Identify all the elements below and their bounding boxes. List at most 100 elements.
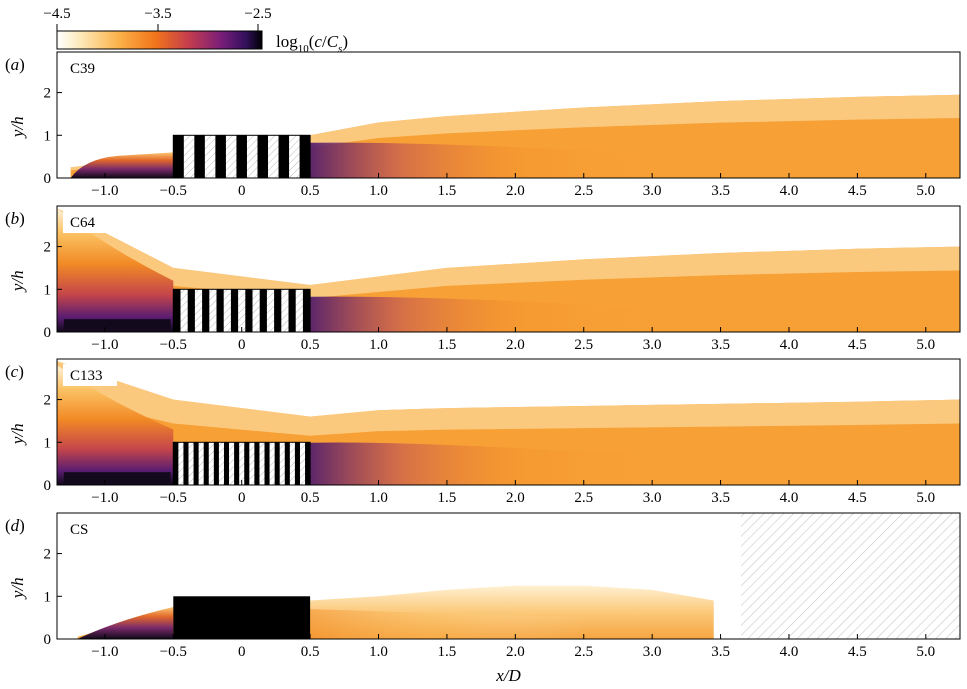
x-tick-label: 2.5 <box>574 490 593 506</box>
obstacle-element <box>284 442 290 485</box>
case-label: C39 <box>70 61 95 77</box>
x-tick-label: 4.0 <box>780 644 799 660</box>
axes-frame <box>56 358 961 486</box>
x-tick-label: 1.0 <box>369 337 388 353</box>
plume-edge <box>70 94 960 171</box>
obstacle-element <box>305 442 311 485</box>
x-tick-label: 0.5 <box>301 490 320 506</box>
y-tick-label: 0 <box>44 478 52 494</box>
obstacle-element <box>215 135 226 178</box>
x-tick-label: 3.0 <box>643 183 662 199</box>
y-tick-label: 1 <box>44 128 52 144</box>
x-tick-label: 5.0 <box>916 644 935 660</box>
wake-core <box>310 142 680 178</box>
x-tick-label: 3.5 <box>711 644 730 660</box>
x-tick-label: 1.5 <box>438 490 457 506</box>
axes-frame <box>56 205 961 333</box>
x-tick-label: 0 <box>238 337 246 353</box>
panel-1: −1.0 −0.5 0 0.5 1.0 1.5 2.0 2.5 3.0 3.5 4.0 4.5 5.0 0… <box>5 51 961 199</box>
obstacle-element <box>278 135 290 178</box>
y-tick-label: 2 <box>44 393 52 409</box>
upstream-plume <box>57 365 174 485</box>
x-tick-label: −0.5 <box>160 337 187 353</box>
y-tick-label: 0 <box>44 325 52 341</box>
x-tick-label: 3.5 <box>711 183 730 199</box>
y-tick-label: 0 <box>44 632 52 648</box>
x-tick-label: 5.0 <box>916 490 935 506</box>
x-tick-label: 1.5 <box>438 644 457 660</box>
upstream-plume <box>77 606 174 639</box>
y-axis-label: y/h <box>8 270 27 293</box>
x-tick-label: 5.0 <box>916 183 935 199</box>
obstacle-element <box>213 442 219 485</box>
obstacle-element <box>173 442 179 485</box>
obstacle-element <box>202 289 210 332</box>
axes-frame <box>56 51 961 179</box>
panel-4: −1.0 −0.5 0 0.5 1.0 1.5 2.0 2.5 3.0 3.5 4.0 4.5 5.0 0… <box>5 512 961 685</box>
obstacle-element <box>259 289 267 332</box>
case-label-bg <box>63 518 95 540</box>
upstream-core <box>63 472 171 483</box>
x-tick-label: 0.5 <box>301 183 320 199</box>
x-axis-label: x/D <box>495 666 521 685</box>
obstacle-element <box>230 289 239 332</box>
obstacle-element <box>187 289 195 332</box>
x-tick-label: 3.0 <box>643 644 662 660</box>
obstacle-element <box>173 289 181 332</box>
y-axis-label: y/h <box>8 116 27 139</box>
x-tick-label: −1.0 <box>91 490 118 506</box>
upstream-core <box>63 319 171 330</box>
x-tick-label: 1.5 <box>438 337 457 353</box>
x-tick-label: −1.0 <box>91 337 118 353</box>
upstream-plume <box>57 208 174 332</box>
solid-block <box>173 596 311 639</box>
obstacle-element <box>254 442 260 485</box>
x-tick-label: 0 <box>238 183 246 199</box>
obstacle-element <box>203 442 209 485</box>
obstacle-element <box>264 442 270 485</box>
panel-label: (d) <box>5 516 25 535</box>
y-axis-label: y/h <box>8 423 27 446</box>
masked-region <box>741 513 960 639</box>
panel-label: (c) <box>5 362 24 381</box>
panel-3: −1.0 −0.5 0 0.5 1.0 1.5 2.0 2.5 3.0 3.5 4.0 4.5 5.0 0… <box>5 358 961 506</box>
upstream-plume <box>70 152 174 178</box>
obstacle-element <box>236 135 247 178</box>
colorbar-tick-max: −2.5 <box>244 6 271 22</box>
wake-core <box>310 609 584 639</box>
y-tick-label: 1 <box>44 589 52 605</box>
panel-2: −1.0 −0.5 0 0.5 1.0 1.5 2.0 2.5 3.0 3.5 4.0 4.5 5.0 0… <box>5 205 961 353</box>
x-tick-label: 2.0 <box>506 183 525 199</box>
plot-area <box>57 208 960 332</box>
x-tick-label: 0 <box>238 644 246 660</box>
x-tick-label: 2.5 <box>574 183 593 199</box>
obstacle-element <box>274 289 282 332</box>
case-label-bg <box>63 364 117 386</box>
x-tick-label: 4.5 <box>848 183 867 199</box>
x-tick-label: 4.5 <box>848 337 867 353</box>
x-tick-label: 1.5 <box>438 183 457 199</box>
y-tick-label: 2 <box>44 547 52 563</box>
x-tick-label: 3.0 <box>643 490 662 506</box>
x-tick-label: 4.5 <box>848 644 867 660</box>
x-tick-label: 0 <box>238 490 246 506</box>
obstacle-element <box>244 442 250 485</box>
plume-edge <box>57 361 960 436</box>
obstacle <box>172 134 311 178</box>
y-tick-label: 1 <box>44 435 52 451</box>
obstacle-element <box>223 442 230 485</box>
x-tick-label: 2.5 <box>574 337 593 353</box>
case-label: CS <box>70 522 88 538</box>
case-label: C64 <box>70 215 96 231</box>
plume-edge <box>57 208 960 299</box>
obstacle-element <box>193 442 199 485</box>
y-tick-label: 0 <box>44 171 52 187</box>
panel-label: (a) <box>5 55 25 74</box>
y-tick-label: 2 <box>44 240 52 256</box>
case-label-bg <box>63 211 106 233</box>
x-tick-label: 4.0 <box>780 183 799 199</box>
plot-area <box>70 94 960 178</box>
plot-area <box>57 361 960 485</box>
x-tick-label: 2.5 <box>574 644 593 660</box>
x-tick-label: 1.0 <box>369 490 388 506</box>
